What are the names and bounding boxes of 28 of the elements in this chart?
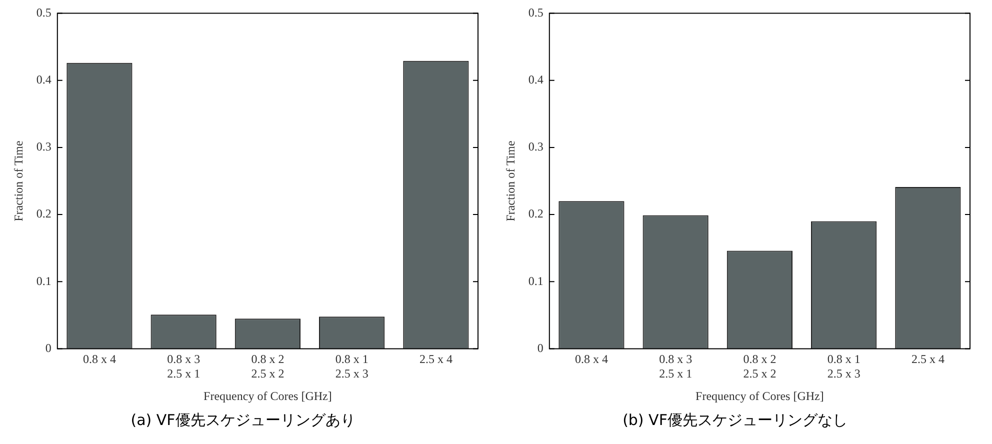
- y-tick-label: 0.2: [528, 206, 544, 221]
- x-axis-title: Frequency of Cores [GHz]: [696, 388, 824, 403]
- x-tick-label: 0.8 x 1 2.5 x 3: [827, 352, 860, 381]
- y-axis-title: Fraction of Time: [503, 140, 518, 222]
- y-tick-label: 0.1: [36, 274, 52, 288]
- y-tick-label: 0.4: [36, 72, 52, 86]
- x-tick-label: 0.8 x 3 2.5 x 1: [167, 352, 200, 381]
- x-tick-label: 2.5 x 4: [911, 352, 944, 366]
- x-tick-label: 0.8 x 3 2.5 x 1: [659, 352, 692, 381]
- text: (b) VF優先スケジューリングなし: [622, 410, 848, 429]
- y-tick-label: 0.3: [528, 140, 544, 154]
- x-axis-title: Frequency of Cores [GHz]: [204, 388, 332, 403]
- x-tick-label: 0.8 x 1 2.5 x 3: [335, 352, 368, 381]
- y-tick-label: 0: [537, 340, 544, 355]
- x-tick-label: 0.8 x 2 2.5 x 2: [251, 352, 284, 381]
- y-axis-title: Fraction of Time: [11, 140, 26, 222]
- x-tick-label: 2.5 x 4: [419, 352, 452, 366]
- y-tick-label: 0: [45, 340, 52, 355]
- y-tick-label: 0.1: [528, 274, 544, 288]
- y-tick-label: 0.5: [528, 5, 544, 20]
- y-tick-label: 0.5: [36, 5, 52, 20]
- y-tick-label: 0.2: [36, 206, 52, 221]
- x-tick-label: 0.8 x 4: [574, 352, 608, 366]
- x-tick-label: 0.8 x 2 2.5 x 2: [743, 352, 776, 381]
- y-tick-label: 0.3: [36, 140, 52, 154]
- text: (a) VF優先スケジューリングあり: [130, 410, 356, 429]
- y-tick-label: 0.4: [528, 72, 544, 86]
- x-tick-label: 0.8 x 4: [82, 352, 116, 366]
